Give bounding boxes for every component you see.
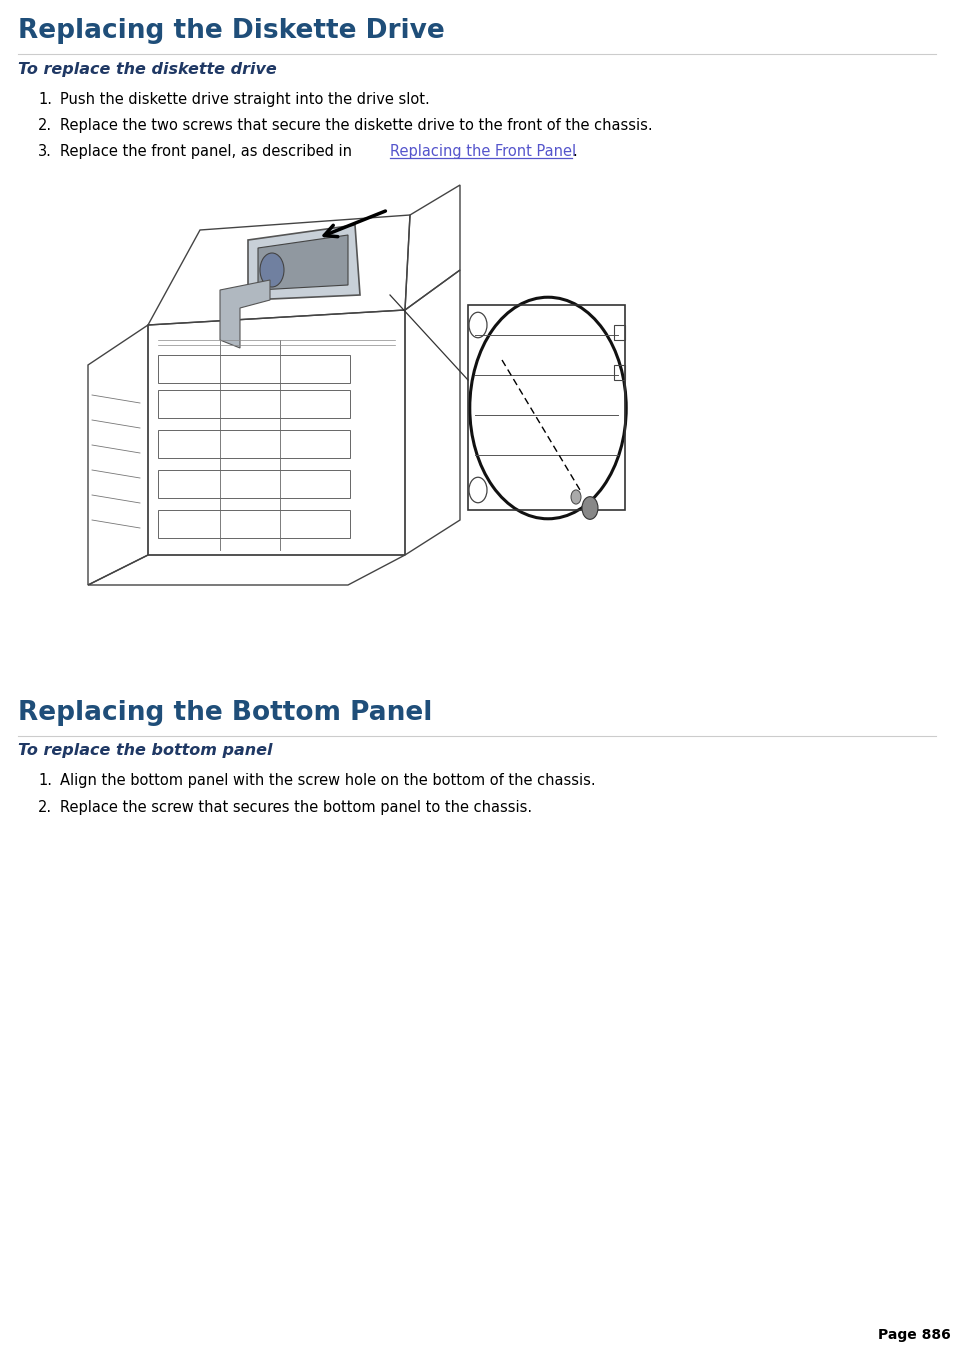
Text: Align the bottom panel with the screw hole on the bottom of the chassis.: Align the bottom panel with the screw ho…: [60, 773, 595, 788]
Text: 1.: 1.: [38, 92, 52, 107]
Text: Replacing the Front Panel: Replacing the Front Panel: [390, 145, 576, 159]
Text: .: .: [572, 145, 577, 159]
Bar: [614, 326, 624, 340]
Text: Replacing the Bottom Panel: Replacing the Bottom Panel: [18, 700, 432, 725]
Circle shape: [581, 497, 598, 519]
Bar: [614, 365, 624, 380]
Circle shape: [469, 297, 625, 519]
Text: 2.: 2.: [38, 800, 52, 815]
Text: 2.: 2.: [38, 118, 52, 132]
Text: Replacing the Diskette Drive: Replacing the Diskette Drive: [18, 18, 444, 45]
Circle shape: [571, 490, 580, 504]
Circle shape: [260, 253, 284, 286]
Text: To replace the diskette drive: To replace the diskette drive: [18, 62, 276, 77]
Polygon shape: [248, 226, 359, 300]
Text: Page 886: Page 886: [877, 1328, 950, 1342]
Text: Replace the front panel, as described in: Replace the front panel, as described in: [60, 145, 356, 159]
Text: Replace the two screws that secure the diskette drive to the front of the chassi: Replace the two screws that secure the d…: [60, 118, 652, 132]
Text: To replace the bottom panel: To replace the bottom panel: [18, 743, 273, 758]
Text: 3.: 3.: [38, 145, 51, 159]
Polygon shape: [220, 280, 270, 349]
Text: Replace the screw that secures the bottom panel to the chassis.: Replace the screw that secures the botto…: [60, 800, 532, 815]
Polygon shape: [257, 235, 348, 290]
Text: Push the diskette drive straight into the drive slot.: Push the diskette drive straight into th…: [60, 92, 429, 107]
Text: 1.: 1.: [38, 773, 52, 788]
